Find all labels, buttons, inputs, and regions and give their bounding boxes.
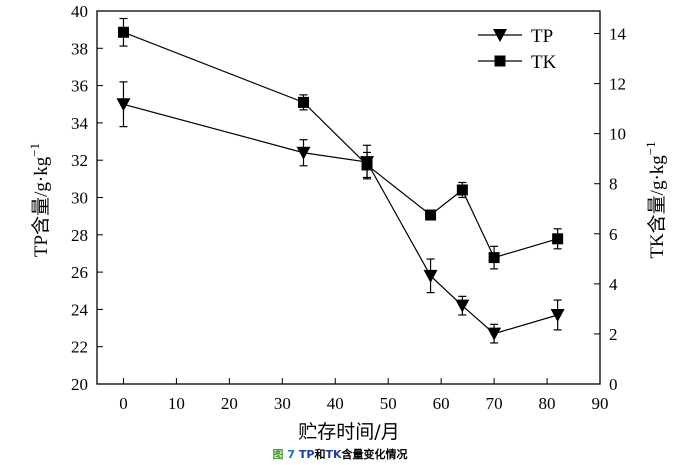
y2-tick-label: 12 [609, 75, 626, 94]
y-tick-label: 22 [71, 338, 88, 357]
y2-tick-label: 6 [609, 225, 618, 244]
legend-label-tp: TP [531, 26, 553, 47]
y2-tick-label: 8 [609, 175, 618, 194]
x-tick-label: 30 [274, 394, 291, 413]
y-tick-label: 36 [71, 77, 88, 96]
legend-marker-tk [494, 55, 506, 67]
y-tick-label: 34 [71, 114, 89, 133]
y-tick-label: 32 [71, 151, 88, 170]
x-tick-label: 10 [168, 394, 185, 413]
y2-axis-label: TK含量/g·kg−1 [643, 141, 668, 258]
y-tick-label: 30 [71, 189, 88, 208]
x-tick-label: 40 [327, 394, 344, 413]
x-tick-label: 50 [380, 394, 397, 413]
tk-point [552, 233, 564, 245]
tp-point [423, 269, 438, 283]
figure-caption: 图 7 TP和TK含量变化情况 [272, 448, 408, 461]
legend: TP TK [478, 26, 557, 73]
y-tick-label: 26 [71, 263, 88, 282]
tk-line [123, 31, 558, 259]
plot-frame [96, 10, 601, 385]
y2-tick-label: 14 [609, 25, 627, 44]
y-axis-label: TP含量/g·kg−1 [27, 143, 52, 257]
x-tick-label: 20 [221, 394, 238, 413]
y2-tick-label: 10 [609, 125, 626, 144]
y2-tick-label: 2 [609, 325, 618, 344]
x-axis-label: 贮存时间/月 [298, 421, 399, 443]
x-tick-label: 70 [486, 394, 503, 413]
legend-label-tk: TK [531, 52, 557, 73]
x-tick-label: 60 [433, 394, 450, 413]
y-tick-label: 28 [71, 226, 88, 245]
tp-point [455, 299, 470, 313]
y2-tick-label: 0 [609, 375, 618, 394]
tp-point [550, 308, 565, 322]
y-tick-label: 40 [71, 2, 88, 21]
tp-point [116, 98, 131, 112]
tk-point [117, 26, 129, 38]
y-tick-label: 38 [71, 39, 88, 58]
tk-point [425, 209, 437, 221]
tk-point [488, 252, 500, 264]
tp-point [487, 327, 502, 341]
tk-point [297, 96, 309, 108]
series-tk [117, 17, 564, 270]
series-tp [116, 81, 565, 344]
y-tick-label: 24 [71, 300, 89, 319]
x-tick-label: 0 [119, 394, 128, 413]
tp-point [296, 146, 311, 160]
y-tick-label: 20 [71, 375, 88, 394]
tk-point [361, 159, 373, 171]
x-tick-label: 80 [539, 394, 556, 413]
y2-tick-label: 4 [609, 275, 618, 294]
legend-marker-tp [493, 29, 507, 42]
x-tick-label: 90 [592, 394, 609, 413]
tk-point [456, 184, 468, 196]
